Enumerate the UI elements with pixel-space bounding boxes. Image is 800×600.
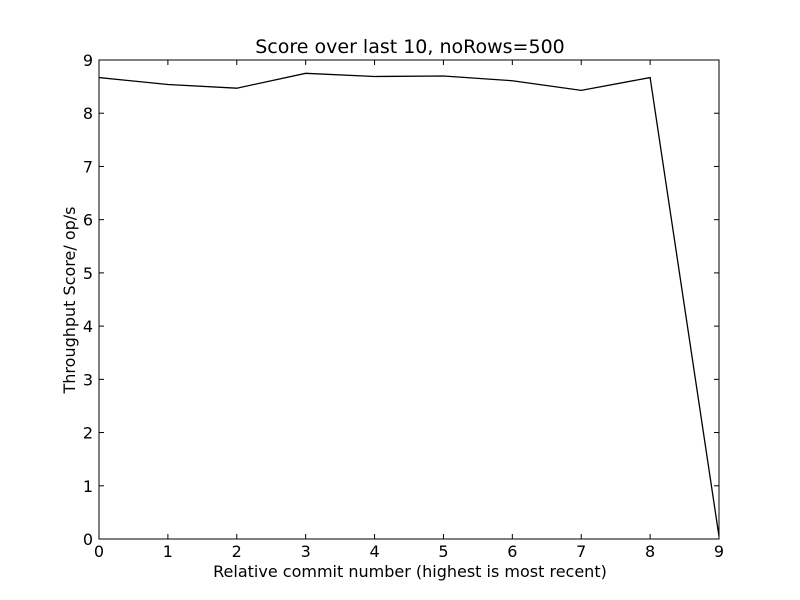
x-tick-label: 6 — [507, 542, 517, 561]
y-tick-label: 0 — [83, 530, 93, 549]
x-tick-label: 3 — [301, 542, 311, 561]
x-tick-label: 0 — [94, 542, 104, 561]
x-axis-label: Relative commit number (highest is most … — [213, 562, 607, 581]
series-line — [98, 72, 720, 537]
y-tick-label: 8 — [83, 104, 93, 123]
chart-title: Score over last 10, noRows=500 — [255, 36, 565, 58]
plot-frame — [98, 59, 720, 540]
y-tick-label: 1 — [83, 477, 93, 496]
y-axis-label: Throughput Score/ op/s — [60, 207, 79, 395]
x-tick-label: 1 — [163, 542, 173, 561]
plot-area: 0 1 2 3 4 5 6 7 8 9 0 1 2 3 4 5 6 7 8 9 — [83, 51, 724, 561]
y-tick-label: 9 — [83, 51, 93, 70]
x-tick-label: 8 — [645, 542, 655, 561]
y-tick-label: 7 — [83, 157, 93, 176]
y-tick-label: 2 — [83, 424, 93, 443]
x-tick-label: 2 — [232, 542, 242, 561]
y-tick-label: 5 — [83, 264, 93, 283]
x-tick-label: 7 — [576, 542, 586, 561]
x-tick-label: 9 — [714, 542, 724, 561]
y-tick-label: 3 — [83, 370, 93, 389]
x-tick-label: 4 — [369, 542, 379, 561]
y-tick-label: 4 — [83, 317, 93, 336]
x-tick-label: 5 — [438, 542, 448, 561]
y-tick-label: 6 — [83, 211, 93, 230]
